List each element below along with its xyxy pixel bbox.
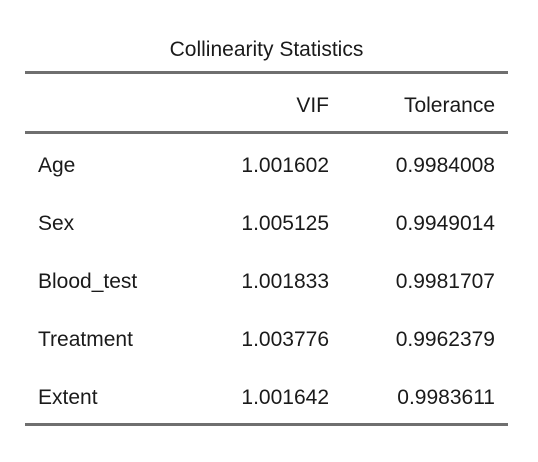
row-vif: 1.001642 <box>241 386 329 409</box>
row-tolerance: 0.9984008 <box>395 154 495 177</box>
table-top-rule <box>25 71 508 74</box>
row-vif: 1.003776 <box>241 328 329 351</box>
header-vif: VIF <box>296 94 329 117</box>
header-tolerance: Tolerance <box>403 94 495 117</box>
row-tolerance: 0.9962379 <box>395 328 495 351</box>
table-row: Extent 1.001642 0.9983611 <box>25 378 508 418</box>
row-name: Treatment <box>38 328 133 351</box>
row-tolerance: 0.9983611 <box>397 386 495 409</box>
row-name: Age <box>38 154 76 177</box>
row-name: Sex <box>38 212 75 235</box>
table-header-row: VIF Tolerance <box>25 86 508 126</box>
table-row: Age 1.001602 0.9984008 <box>25 146 508 186</box>
row-vif: 1.001602 <box>241 154 329 177</box>
table-row: Treatment 1.003776 0.9962379 <box>25 320 508 360</box>
row-tolerance: 0.9981707 <box>395 270 495 293</box>
table-title: Collinearity Statistics <box>169 38 364 61</box>
table-row: Blood_test 1.001833 0.9981707 <box>25 262 508 302</box>
row-vif: 1.005125 <box>241 212 329 235</box>
table-header-rule <box>25 131 508 134</box>
row-tolerance: 0.9949014 <box>395 212 495 235</box>
table-row: Sex 1.005125 0.9949014 <box>25 204 508 244</box>
row-vif: 1.001833 <box>241 270 329 293</box>
row-name: Extent <box>38 386 98 409</box>
table-bottom-rule <box>25 423 508 426</box>
row-name: Blood_test <box>38 270 138 293</box>
